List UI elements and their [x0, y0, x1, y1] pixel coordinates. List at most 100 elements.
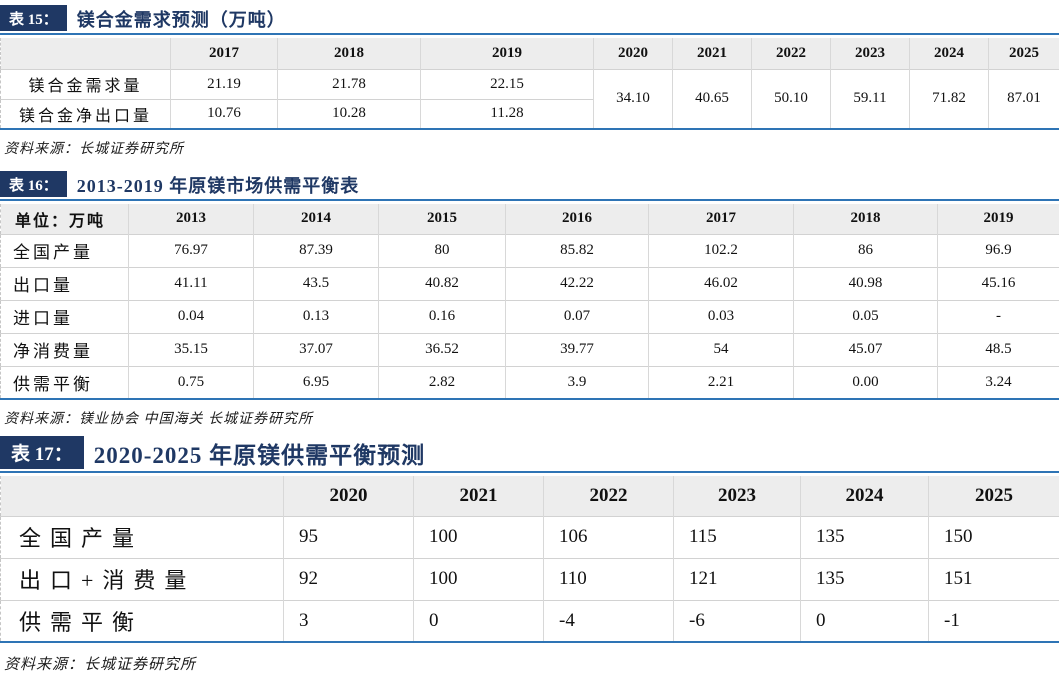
year-column-header: 2025	[988, 38, 1059, 69]
value-cell: 21.19	[170, 68, 278, 99]
value-cell: -4	[543, 599, 674, 642]
table-row: 全国产量 95 100 106 115 135 150	[0, 515, 1059, 558]
value-cell: 100	[413, 557, 544, 600]
table15-title: 镁合金需求预测（万吨）	[76, 10, 286, 31]
value-cell: 11.28	[420, 98, 594, 129]
table16-title: 2013-2019 年原镁市场供需平衡表	[76, 176, 360, 197]
value-cell: 151	[928, 557, 1059, 600]
row-label-cell: 净消费量	[0, 332, 129, 366]
row-label-cell: 全国产量	[0, 515, 284, 558]
value-cell: -	[937, 299, 1059, 333]
value-cell: 0.16	[378, 299, 506, 333]
forecast-merged-cell: 87.01	[988, 68, 1059, 129]
table-row: 出口+消费量 92 100 110 121 135 151	[0, 557, 1059, 600]
table15-caption: 表 15： 镁合金需求预测（万吨）	[0, 5, 1059, 35]
row-label-cell: 进口量	[0, 299, 129, 333]
value-cell: 39.77	[505, 332, 649, 366]
table15-demand-forecast: 2017 2018 2019 2020 2021 2022 2023 2024 2025 镁合金…	[0, 38, 1059, 130]
value-cell: 121	[673, 557, 801, 600]
table-row: 供需平衡 3 0 -4 -6 0 -1	[0, 599, 1059, 642]
year-column-header: 2018	[793, 204, 938, 234]
table17-header-row: 2020 2021 2022 2023 2024 2025	[0, 476, 1059, 516]
value-cell: -1	[928, 599, 1059, 642]
value-cell: 48.5	[937, 332, 1059, 366]
table17-balance-forecast: 2020 2021 2022 2023 2024 2025 全国产量 95 100 106 115…	[0, 476, 1059, 643]
value-cell: 10.76	[170, 98, 278, 129]
value-cell: 0.75	[128, 365, 254, 399]
value-cell: 3	[283, 599, 414, 642]
row-label-cell: 供需平衡	[0, 365, 129, 399]
table15-section: 表 15： 镁合金需求预测（万吨） 2017 2018 2019 2020 2021 20…	[0, 5, 1059, 158]
value-cell: 0.07	[505, 299, 649, 333]
value-cell: 135	[800, 515, 929, 558]
table16-header-row: 单位：万吨 2013 2014 2015 2016 2017 2018 2019	[0, 204, 1059, 234]
year-column-header: 2023	[830, 38, 910, 69]
value-cell: 102.2	[648, 233, 794, 267]
year-column-header: 2024	[909, 38, 989, 69]
row-label-cell: 供需平衡	[0, 599, 284, 642]
row-label-cell: 出口量	[0, 266, 129, 300]
value-cell: 45.07	[793, 332, 938, 366]
value-cell: 54	[648, 332, 794, 366]
value-cell: 106	[543, 515, 674, 558]
value-cell: 43.5	[253, 266, 379, 300]
table-row: 进口量 0.04 0.13 0.16 0.07 0.03 0.05-	[0, 299, 1059, 333]
table-row: 镁合金需求量 21.19 21.78 22.15 34.10 40.65 50.10 59.1…	[0, 68, 1059, 129]
table17-badge: 表 17：	[0, 436, 84, 469]
value-cell: 36.52	[378, 332, 506, 366]
value-cell: 41.11	[128, 266, 254, 300]
year-column-header: 2019	[420, 38, 594, 69]
forecast-merged-cell: 40.65	[672, 68, 752, 129]
value-cell: 92	[283, 557, 414, 600]
row-label-cell: 镁合金需求量	[0, 68, 171, 99]
value-cell: 0.00	[793, 365, 938, 399]
forecast-merged-cell: 50.10	[751, 68, 831, 129]
value-cell: 0.13	[253, 299, 379, 333]
forecast-merged-cell: 59.11	[830, 68, 910, 129]
table15-header-row: 2017 2018 2019 2020 2021 2022 2023 2024 2025	[0, 38, 1059, 69]
value-cell: 135	[800, 557, 929, 600]
value-cell: 0.03	[648, 299, 794, 333]
year-column-header: 2014	[253, 204, 379, 234]
table17-section: 表 17： 2020-2025 年原镁供需平衡预测 2020 2021 2022 20…	[0, 436, 1059, 674]
year-column-header: 2025	[928, 476, 1059, 516]
value-cell: 87.39	[253, 233, 379, 267]
table16-badge: 表 16：	[0, 171, 67, 197]
value-cell: 6.95	[253, 365, 379, 399]
value-cell: 40.82	[378, 266, 506, 300]
forecast-merged-cell: 71.82	[909, 68, 989, 129]
value-cell: 0	[413, 599, 544, 642]
table-row: 全国产量 76.97 87.39 80 85.82 102.2 86 96.9	[0, 233, 1059, 267]
year-column-header: 2024	[800, 476, 929, 516]
value-cell: 150	[928, 515, 1059, 558]
value-cell: 2.82	[378, 365, 506, 399]
row-label-cell: 全国产量	[0, 233, 129, 267]
value-cell: 42.22	[505, 266, 649, 300]
table-row: 出口量 41.11 43.5 40.82 42.22 46.02 40.98 45.16	[0, 266, 1059, 300]
value-cell: 35.15	[128, 332, 254, 366]
row-label-cell: 镁合金净出口量	[0, 98, 171, 129]
year-column-header: 2015	[378, 204, 506, 234]
value-cell: 40.98	[793, 266, 938, 300]
year-column-header: 2018	[277, 38, 421, 69]
forecast-merged-cell: 34.10	[593, 68, 673, 129]
row-label-header-cell	[0, 476, 284, 516]
row-label-cell: 出口+消费量	[0, 557, 284, 600]
value-cell: 3.24	[937, 365, 1059, 399]
year-column-header: 2016	[505, 204, 649, 234]
year-column-header: 2023	[673, 476, 801, 516]
year-column-header: 2019	[937, 204, 1059, 234]
value-cell: 0.04	[128, 299, 254, 333]
table15-badge: 表 15：	[0, 5, 67, 31]
year-column-header: 2021	[413, 476, 544, 516]
table17-title: 2020-2025 年原镁供需平衡预测	[93, 442, 426, 468]
table-row: 镁合金净出口量 10.76 10.28 11.28	[0, 98, 1059, 129]
value-cell: -6	[673, 599, 801, 642]
value-cell: 76.97	[128, 233, 254, 267]
value-cell: 110	[543, 557, 674, 600]
value-cell: 22.15	[420, 68, 594, 99]
value-cell: 85.82	[505, 233, 649, 267]
value-cell: 0.05	[793, 299, 938, 333]
table-row: 净消费量 35.15 37.07 36.52 39.77 54 45.07 48.5	[0, 332, 1059, 366]
year-column-header: 2022	[543, 476, 674, 516]
